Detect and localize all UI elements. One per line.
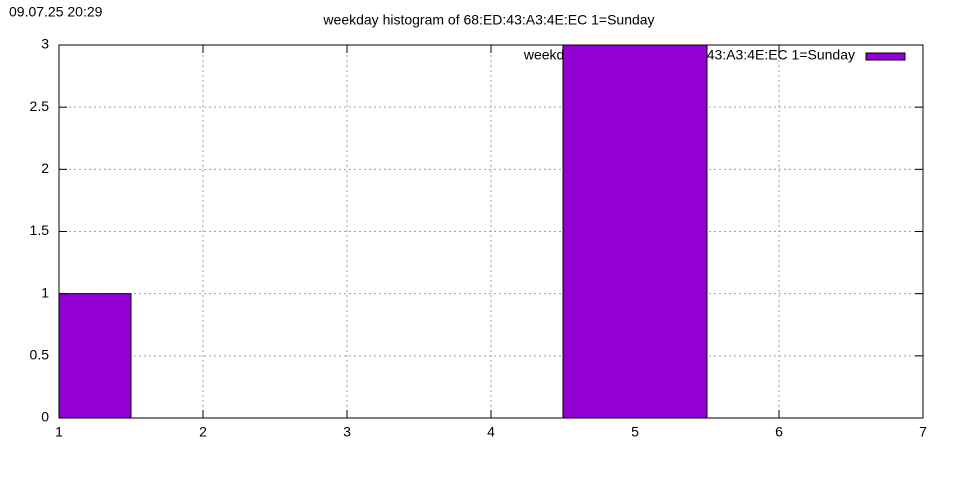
chart-title: weekday histogram of 68:ED:43:A3:4E:EC 1… [322,12,654,28]
plot-border [58,44,924,419]
y-tick-label: 2 [41,160,49,176]
y-tick-label: 0.5 [30,347,50,363]
y-tick-label: 1.5 [30,222,50,238]
x-tick-label: 2 [199,424,207,440]
y-tick-label: 0 [41,409,49,425]
y-tick-label: 2.5 [30,98,50,114]
x-tick-label: 3 [343,424,351,440]
x-tick-label: 1 [55,424,63,440]
bars [59,45,708,418]
x-tick-label: 5 [631,424,639,440]
y-tick-label: 3 [41,36,49,52]
bar [562,45,708,418]
bar [59,293,132,418]
x-tick-label: 4 [487,424,495,440]
x-tick-label: 7 [919,424,927,440]
y-tick-label: 1 [41,284,49,300]
timestamp: 09.07.25 20:29 [9,4,103,20]
legend-swatch [865,52,906,61]
x-tick-label: 6 [775,424,783,440]
